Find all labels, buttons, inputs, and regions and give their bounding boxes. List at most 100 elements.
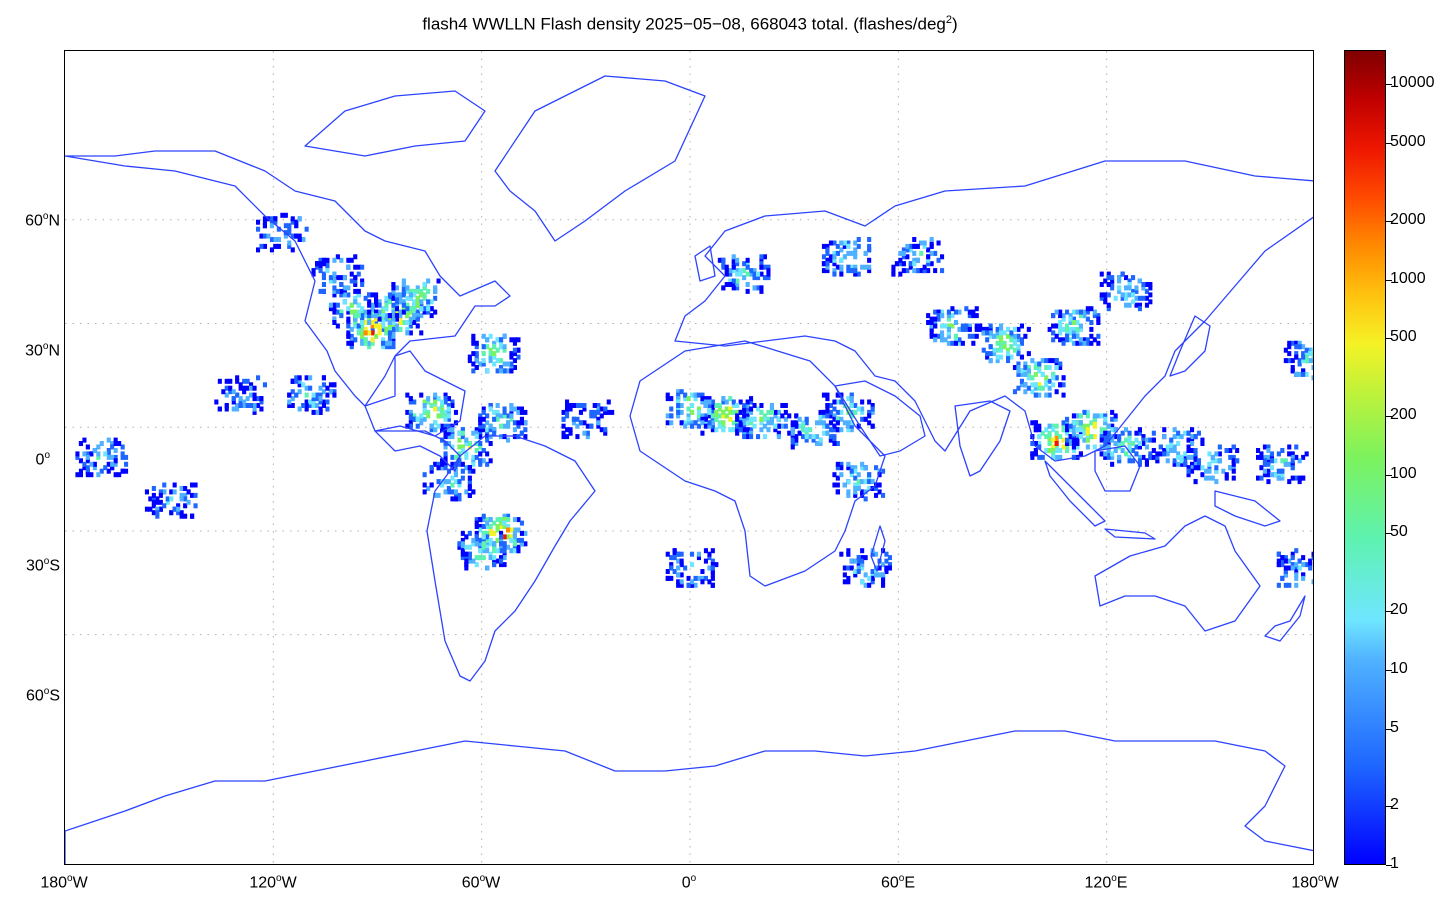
- flash-cell: [821, 392, 826, 398]
- flash-cell: [1040, 385, 1045, 391]
- flash-cell: [401, 282, 406, 287]
- flash-cell: [665, 413, 670, 419]
- flash-cell: [946, 316, 951, 322]
- flash-cell: [1311, 579, 1313, 585]
- flash-cell: [374, 309, 379, 315]
- flash-cell: [485, 520, 490, 526]
- flash-cell: [1287, 451, 1292, 457]
- flash-cell: [394, 302, 399, 308]
- flash-cell: [856, 482, 861, 488]
- flash-cell: [714, 413, 719, 419]
- flash-cell: [863, 264, 868, 270]
- flash-cell: [707, 420, 712, 426]
- flash-cell: [214, 399, 219, 405]
- flash-cell: [703, 420, 708, 426]
- flash-cell: [749, 399, 754, 405]
- flash-cell: [804, 430, 809, 436]
- flash-cell: [877, 572, 882, 578]
- flash-cell: [1301, 575, 1306, 581]
- flash-cell: [1141, 285, 1146, 291]
- flash-cell: [1068, 316, 1073, 322]
- flash-cell: [877, 472, 882, 478]
- flash-cell: [99, 468, 104, 474]
- flash-cell: [394, 295, 399, 301]
- flash-cell: [412, 413, 417, 419]
- flash-cell: [1037, 385, 1042, 391]
- flash-cell: [1044, 427, 1049, 433]
- flash-cell: [1065, 330, 1070, 336]
- flash-cell: [1061, 337, 1066, 343]
- flash-cell: [412, 316, 417, 322]
- flash-cell: [849, 399, 854, 405]
- flash-cell: [464, 544, 469, 550]
- flash-cell: [1103, 299, 1108, 305]
- flash-cell: [953, 320, 958, 325]
- flash-cell: [398, 295, 403, 301]
- flash-cell: [832, 413, 837, 419]
- flash-cell: [99, 441, 104, 446]
- flash-cell: [568, 430, 573, 436]
- flash-cell: [853, 492, 858, 498]
- flash-cell: [749, 430, 754, 436]
- flash-cell: [259, 399, 264, 405]
- flash-cell: [1190, 448, 1195, 453]
- flash-cell: [1002, 344, 1007, 350]
- flash-cell: [228, 385, 233, 391]
- flash-cell: [953, 340, 958, 346]
- flash-cell: [446, 396, 451, 402]
- flash-cell: [1075, 333, 1080, 339]
- flash-cell: [603, 409, 608, 415]
- flash-cell: [1065, 323, 1070, 329]
- flash-cell: [707, 406, 712, 412]
- flash-cell: [700, 575, 705, 581]
- flash-cell: [516, 347, 521, 353]
- flash-cell: [1165, 451, 1170, 457]
- flash-cell: [1144, 282, 1149, 287]
- flash-cell: [1308, 358, 1313, 364]
- flash-cell: [735, 430, 740, 436]
- flash-cell: [110, 465, 115, 471]
- flash-cell: [433, 309, 438, 315]
- flash-cell: [731, 261, 736, 267]
- flash-cell: [700, 569, 705, 574]
- flash-cell: [1019, 340, 1024, 346]
- flash-cell: [1092, 313, 1097, 319]
- flash-cell: [735, 409, 740, 415]
- flash-cell: [832, 399, 837, 405]
- flash-cell: [346, 323, 351, 329]
- flash-cell: [1176, 454, 1181, 460]
- flash-cell: [516, 354, 521, 360]
- flash-cell: [881, 572, 886, 578]
- flash-cell: [1037, 444, 1042, 450]
- flash-cell: [405, 409, 410, 415]
- flash-cell: [1273, 458, 1278, 464]
- flash-cell: [481, 448, 486, 453]
- flash-cell: [467, 486, 472, 491]
- flash-cell: [1103, 437, 1108, 443]
- flash-cell: [703, 558, 708, 564]
- flash-cell: [1131, 448, 1136, 453]
- flash-cell: [1006, 326, 1011, 332]
- flash-cell: [481, 361, 486, 367]
- flash-cell: [745, 409, 750, 415]
- flash-cell: [495, 403, 500, 408]
- flash-cell: [1141, 434, 1146, 440]
- flash-cell: [370, 330, 375, 336]
- flash-cell: [835, 465, 840, 471]
- flash-cell: [412, 292, 417, 298]
- flash-cell: [346, 285, 351, 291]
- flash-cell: [1033, 361, 1038, 367]
- flash-cell: [1134, 302, 1139, 308]
- flash-cell: [321, 275, 326, 281]
- flash-cell: [120, 454, 125, 460]
- flash-cell: [1092, 413, 1097, 419]
- flash-cell: [936, 257, 941, 263]
- flash-cell: [762, 275, 767, 281]
- flash-cell: [1099, 413, 1104, 419]
- flash-cell: [721, 420, 726, 426]
- flash-cell: [488, 537, 493, 543]
- flash-cell: [863, 416, 868, 422]
- flash-cell: [749, 396, 754, 402]
- flash-cell: [703, 403, 708, 408]
- flash-cell: [478, 451, 483, 457]
